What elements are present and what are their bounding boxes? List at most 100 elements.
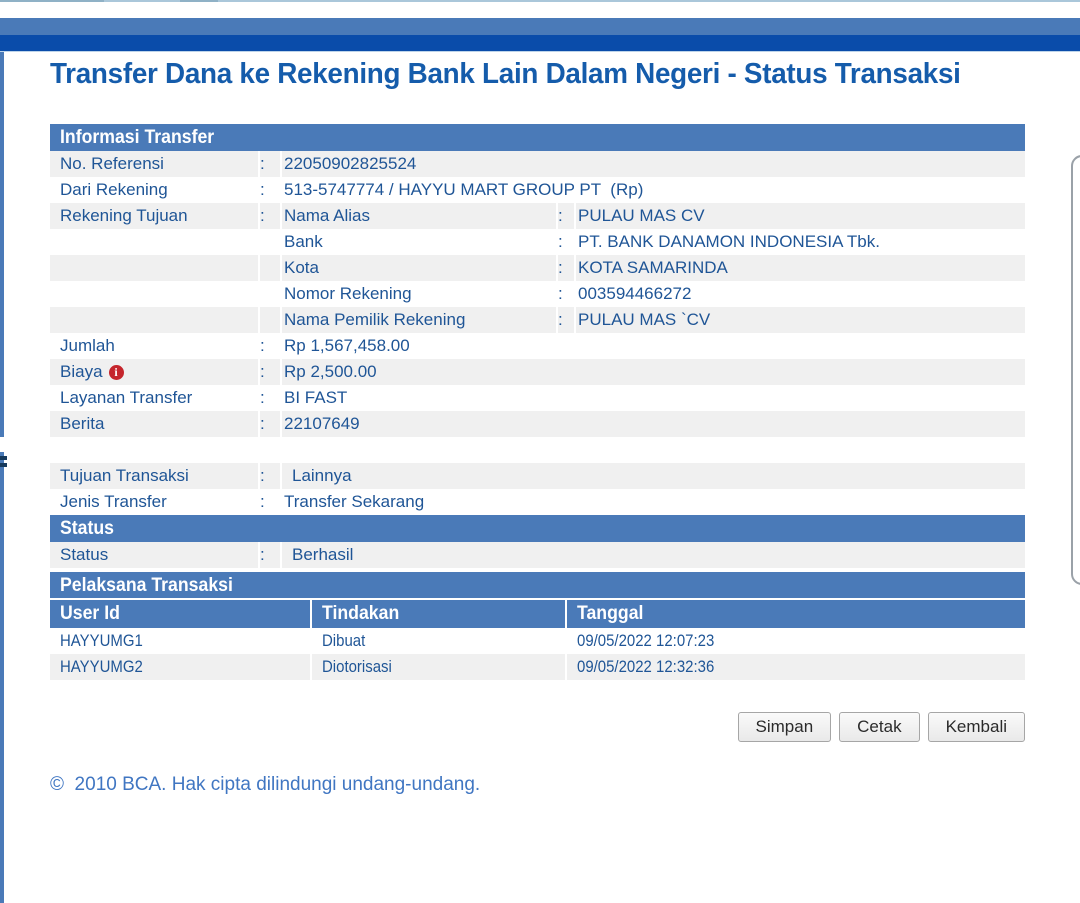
colon: : [260,177,280,203]
left-edge-handle[interactable] [0,456,7,460]
status-row: Status : Berhasil [50,542,1025,568]
row-label [50,307,258,333]
informasi-transfer-header: Informasi Transfer [50,124,1025,151]
row-value: 513-5747774 / HAYYU MART GROUP PT (Rp) [282,177,1025,203]
sub-row-label: Nomor Rekening [282,281,556,307]
colon: : [260,411,280,437]
row-label: Jenis Transfer [50,489,258,515]
cetak-button[interactable]: Cetak [839,712,920,742]
colon: : [260,385,280,411]
top-hairline-segment [180,0,218,2]
right-edge-panel[interactable] [1071,155,1080,585]
row-label: Tujuan Transaksi [50,463,258,489]
table-row: Biaya i : Rp 2,500.00 [50,359,1025,385]
tanggal-cell: 09/05/2022 12:07:23 [565,628,1025,654]
copyright-footer: © 2010 BCA. Hak cipta dilindungi undang-… [50,774,481,795]
table-row: Jumlah : Rp 1,567,458.00 [50,333,1025,359]
table-row: Nomor Rekening : 003594466272 [50,281,1025,307]
colon: : [260,489,280,515]
pelaksana-transaksi-header-label: Pelaksana Transaksi [60,575,233,596]
tanggal-cell: 09/05/2022 12:32:36 [565,654,1025,680]
sub-row-value: PT. BANK DANAMON INDONESIA Tbk. [576,229,1025,255]
colon: : [558,255,574,281]
tindakan-cell: Diotorisasi [310,654,565,680]
column-header-tindakan: Tindakan [310,600,565,628]
simpan-button[interactable]: Simpan [737,712,832,742]
sub-row-label: Nama Alias [282,203,556,229]
pelaksana-row: HAYYUMG2 Diotorisasi 09/05/2022 12:32:36 [50,654,1025,680]
table-row: Nama Pemilik Rekening : PULAU MAS `CV [50,307,1025,333]
colon: : [558,203,574,229]
colon: : [260,203,280,229]
kembali-button[interactable]: Kembali [927,712,1025,742]
nav-bar-underline [0,51,1080,52]
row-label: Dari Rekening [50,177,258,203]
left-edge-handle[interactable] [0,463,7,467]
sub-row-value: PULAU MAS CV [576,203,1025,229]
row-label: Biaya i [50,359,258,385]
colon: : [260,333,280,359]
sub-row-label: Kota [282,255,556,281]
colon: : [558,281,574,307]
colon: : [260,151,280,177]
colon-empty [260,307,280,333]
table-row: Bank : PT. BANK DANAMON INDONESIA Tbk. [50,229,1025,255]
row-value: Transfer Sekarang [282,489,1025,515]
row-label: Status [50,542,258,568]
user-id-cell: HAYYUMG1 [60,631,143,650]
colon: : [558,307,574,333]
colon: : [558,229,574,255]
row-label [50,281,258,307]
page-title: Transfer Dana ke Rekening Bank Lain Dala… [50,58,961,90]
column-header-user-id: User Id [60,603,120,624]
left-edge-strip [0,52,4,903]
row-value: 22107649 [282,411,1025,437]
row-label: No. Referensi [50,151,258,177]
table-row: Layanan Transfer : BI FAST [50,385,1025,411]
row-label [50,229,258,255]
colon: : [260,463,280,489]
table-row: Rekening Tujuan : Nama Alias : PULAU MAS… [50,203,1025,229]
colon: : [260,359,280,385]
table-row: Kota : KOTA SAMARINDA [50,255,1025,281]
colon-empty [260,229,280,255]
colon: : [260,542,280,568]
table-row: Jenis Transfer : Transfer Sekarang [50,489,1025,515]
top-hairline-segment [0,0,104,2]
top-hairline [0,0,1080,2]
table-row: Berita : 22107649 [50,411,1025,437]
row-value: Rp 1,567,458.00 [282,333,1025,359]
info-icon[interactable]: i [108,365,124,380]
status-section-header-label: Status [60,518,115,539]
informasi-transfer-table: Informasi Transfer No. Referensi : 22050… [50,124,1025,568]
status-value: Berhasil [282,542,1025,568]
row-label: Rekening Tujuan [50,203,258,229]
table-row: Dari Rekening : 513-5747774 / HAYYU MART… [50,177,1025,203]
colon-empty [260,255,280,281]
informasi-transfer-header-label: Informasi Transfer [60,127,215,148]
sub-row-value: PULAU MAS `CV [576,307,1025,333]
row-label [50,255,258,281]
row-label: Layanan Transfer [50,385,258,411]
colon-empty [260,281,280,307]
main-content: Transfer Dana ke Rekening Bank Lain Dala… [50,58,1025,795]
row-label: Jumlah [50,333,258,359]
pelaksana-column-header-row: User Id Tindakan Tanggal [50,600,1025,628]
sub-row-value: 003594466272 [576,281,1025,307]
pelaksana-transaksi-header: Pelaksana Transaksi [50,572,1025,600]
user-id-cell: HAYYUMG2 [60,657,143,676]
left-edge-notch [0,437,5,452]
row-spacer [50,437,1025,463]
row-value: Rp 2,500.00 [282,359,1025,385]
sub-row-value: KOTA SAMARINDA [576,255,1025,281]
row-value: 22050902825524 [282,151,1025,177]
action-buttons: Simpan Cetak Kembali [50,712,1025,742]
column-header-tanggal: Tanggal [565,600,1025,628]
tindakan-cell: Dibuat [310,628,565,654]
secondary-nav-bar [0,35,1080,51]
table-row: Tujuan Transaksi : Lainnya [50,463,1025,489]
row-value: Lainnya [282,463,1025,489]
row-label: Berita [50,411,258,437]
biaya-label: Biaya [60,362,103,381]
